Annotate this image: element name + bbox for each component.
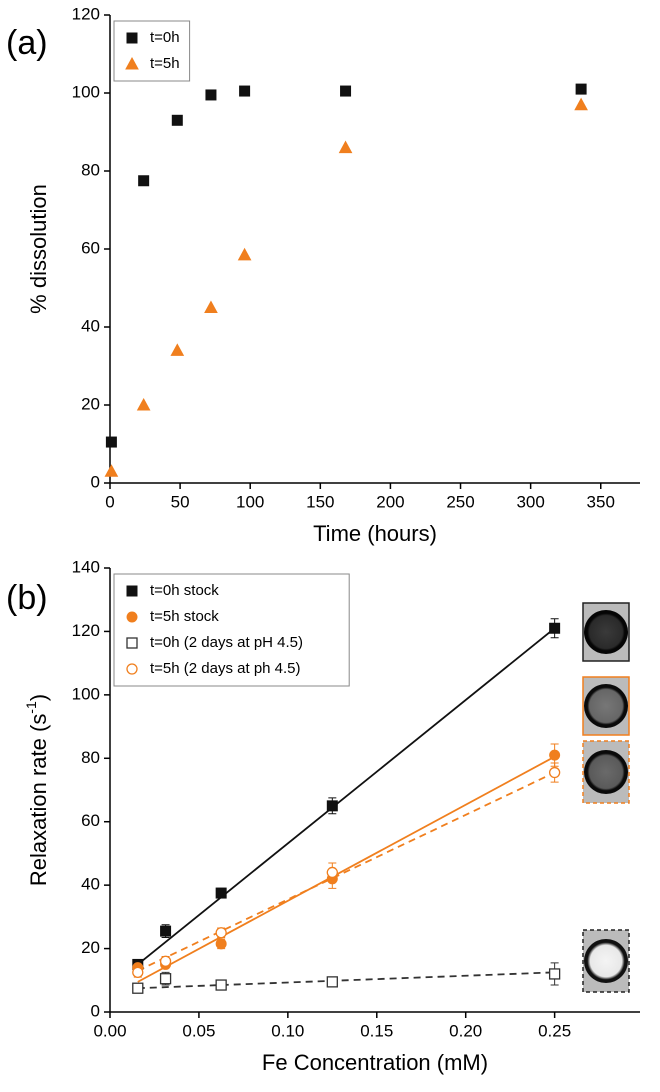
legend-label: t=0h stock (150, 582, 219, 599)
legend-marker (126, 32, 138, 44)
legend-label: t=0h (150, 29, 180, 46)
marker-square (549, 622, 561, 634)
marker-triangle (204, 300, 218, 313)
x-axis-label: Fe Concentration (mM) (262, 1050, 488, 1075)
x-tick-label: 350 (587, 492, 615, 511)
marker-circle (159, 955, 172, 967)
x-tick-label: 0.15 (360, 1021, 393, 1040)
y-tick-label: 100 (72, 82, 100, 101)
x-tick-label: 0.00 (93, 1021, 126, 1040)
marker-square (340, 85, 352, 97)
y-tick-label: 140 (72, 557, 100, 576)
marker-square (159, 973, 172, 985)
marker-triangle (136, 397, 151, 411)
mri-sample (584, 610, 628, 654)
marker-triangle (237, 247, 252, 261)
mri-images (582, 602, 630, 993)
marker-circle (326, 866, 338, 879)
y-tick-label: 0 (91, 1001, 100, 1020)
legend-marker (125, 56, 139, 70)
legend-box (113, 20, 191, 82)
y-tick-label: 80 (81, 748, 100, 767)
legend-box (113, 573, 350, 687)
marker-square (205, 89, 217, 101)
y-tick-label: 60 (81, 238, 100, 257)
legend-marker (126, 637, 138, 649)
marker-triangle (338, 140, 353, 154)
y-tick-label: 120 (72, 4, 100, 23)
marker-square (326, 976, 338, 988)
x-tick-label: 150 (306, 492, 334, 511)
marker-square (326, 800, 338, 812)
x-tick-label: 0.10 (271, 1021, 304, 1040)
y-axis-label-end: ) (26, 694, 51, 701)
marker-triangle (104, 464, 119, 477)
y-tick-label: 120 (72, 621, 100, 640)
marker-square (171, 114, 183, 126)
x-tick-label: 0.20 (449, 1021, 482, 1040)
y-axis-label: Relaxation rate (s-1) (23, 694, 51, 886)
y-tick-label: 100 (72, 684, 100, 703)
marker-square (132, 982, 144, 994)
y-tick-label: 60 (81, 811, 100, 830)
x-tick-label: 0.05 (182, 1021, 215, 1040)
y-tick-label: 40 (81, 875, 100, 894)
y-tick-label: 40 (81, 316, 100, 335)
y-axis-label-text: Relaxation rate (s (26, 714, 51, 886)
legend-label: t=5h stock (150, 608, 219, 625)
legend-label: t=0h (2 days at pH 4.5) (150, 634, 303, 651)
y-axis-label-text: % dissolution (26, 184, 51, 314)
marker-square (215, 979, 227, 991)
legend-label: t=5h (150, 55, 180, 72)
fit-line (137, 755, 556, 983)
legend-marker (126, 663, 138, 675)
x-tick-label: 50 (171, 492, 190, 511)
mri-sample (584, 750, 628, 794)
marker-circle (549, 749, 561, 761)
x-tick-label: 250 (446, 492, 474, 511)
x-tick-label: 200 (376, 492, 404, 511)
fit-line (137, 971, 555, 990)
marker-circle (548, 766, 561, 779)
marker-square (105, 436, 117, 448)
marker-circle (215, 938, 227, 950)
marker-square (575, 83, 587, 95)
legend-marker (126, 611, 138, 623)
marker-square (215, 887, 227, 899)
x-tick-label: 100 (236, 492, 264, 511)
legend-label: t=5h (2 days at ph 4.5) (150, 660, 301, 677)
marker-circle (215, 927, 227, 939)
y-tick-label: 0 (91, 472, 100, 491)
marker-square (160, 925, 172, 937)
fit-line (137, 627, 556, 966)
marker-square (138, 175, 150, 187)
marker-square (548, 968, 561, 980)
y-tick-label: 20 (81, 394, 100, 413)
panel-label: (b) (6, 579, 48, 617)
y-tick-label: 20 (81, 938, 100, 957)
marker-triangle (170, 343, 185, 356)
fit-line (137, 771, 556, 972)
y-axis-label-sup: -1 (23, 701, 39, 714)
legend-marker (126, 585, 138, 597)
x-tick-label: 300 (516, 492, 544, 511)
x-axis-label: Time (hours) (313, 521, 437, 546)
marker-circle (132, 966, 144, 979)
mri-sample (584, 684, 628, 728)
panel-label: (a) (6, 24, 48, 62)
mri-sample (584, 939, 628, 983)
y-axis-label: % dissolution (26, 184, 51, 314)
x-tick-label: 0 (105, 492, 114, 511)
marker-triangle (574, 97, 588, 111)
marker-square (239, 85, 251, 97)
y-tick-label: 80 (81, 160, 100, 179)
x-tick-label: 0.25 (538, 1021, 571, 1040)
